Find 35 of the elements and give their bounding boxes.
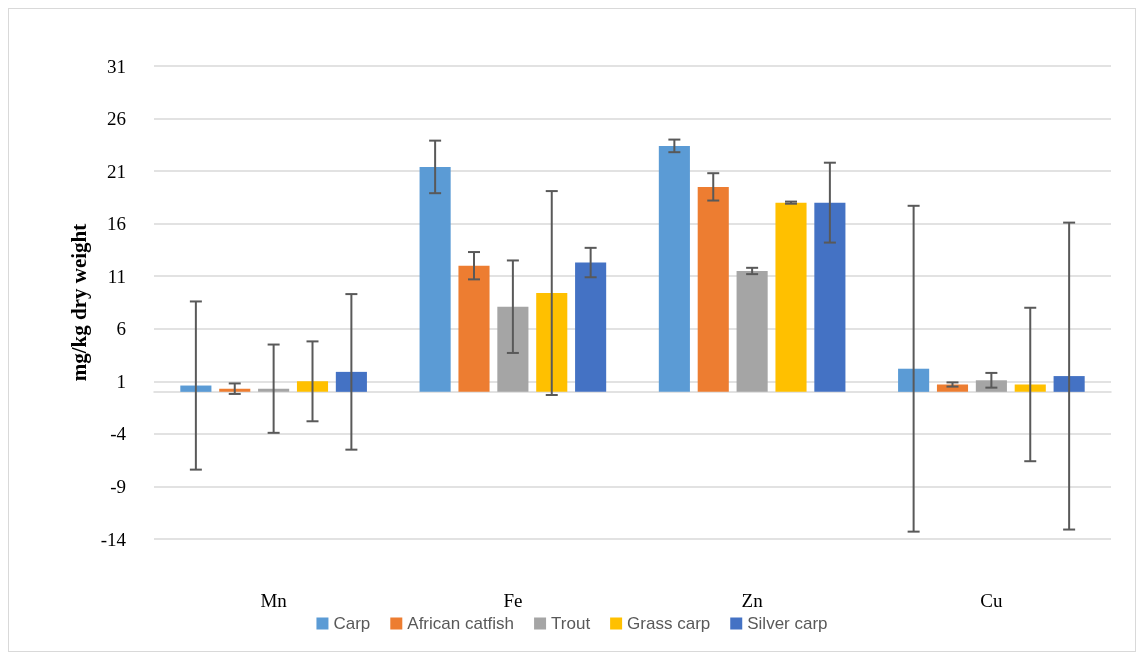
legend-label: Silver carp: [747, 614, 828, 633]
y-tick-label: 1: [116, 370, 126, 392]
legend-label: Carp: [333, 614, 371, 633]
bar: [736, 270, 768, 392]
bar: [335, 371, 367, 392]
x-tick-label: Mn: [260, 590, 288, 611]
bar: [775, 202, 807, 392]
y-tick-label: -14: [100, 528, 127, 550]
x-tick-label: Cu: [980, 590, 1003, 611]
bar: [898, 368, 930, 392]
y-tick-label: -9: [110, 475, 126, 497]
bar: [536, 293, 568, 392]
y-tick-label: -4: [110, 423, 127, 445]
y-tick-label: 16: [107, 213, 126, 235]
legend-label: African catfish: [407, 614, 515, 633]
y-tick-label: 21: [107, 160, 126, 182]
y-tick-label: 26: [107, 108, 126, 130]
legend-label: Trout: [551, 614, 591, 633]
bar: [1053, 376, 1085, 392]
y-tick-label: 31: [107, 55, 126, 77]
bar: [1014, 384, 1046, 392]
y-tick-label: 11: [107, 265, 126, 287]
bar: [296, 381, 329, 392]
bar: [458, 265, 490, 392]
bar: [814, 202, 846, 392]
y-axis-title: mg/kg dry weight: [67, 223, 92, 382]
legend-label: Grass carp: [627, 614, 711, 633]
y-tick-label: 6: [116, 318, 126, 340]
x-tick-label: Fe: [503, 590, 523, 611]
bar: [658, 145, 690, 392]
bar: [697, 186, 729, 392]
x-tick-label: Zn: [741, 590, 764, 611]
bar: [497, 306, 529, 392]
bar: [575, 262, 607, 392]
bar: [419, 166, 451, 392]
